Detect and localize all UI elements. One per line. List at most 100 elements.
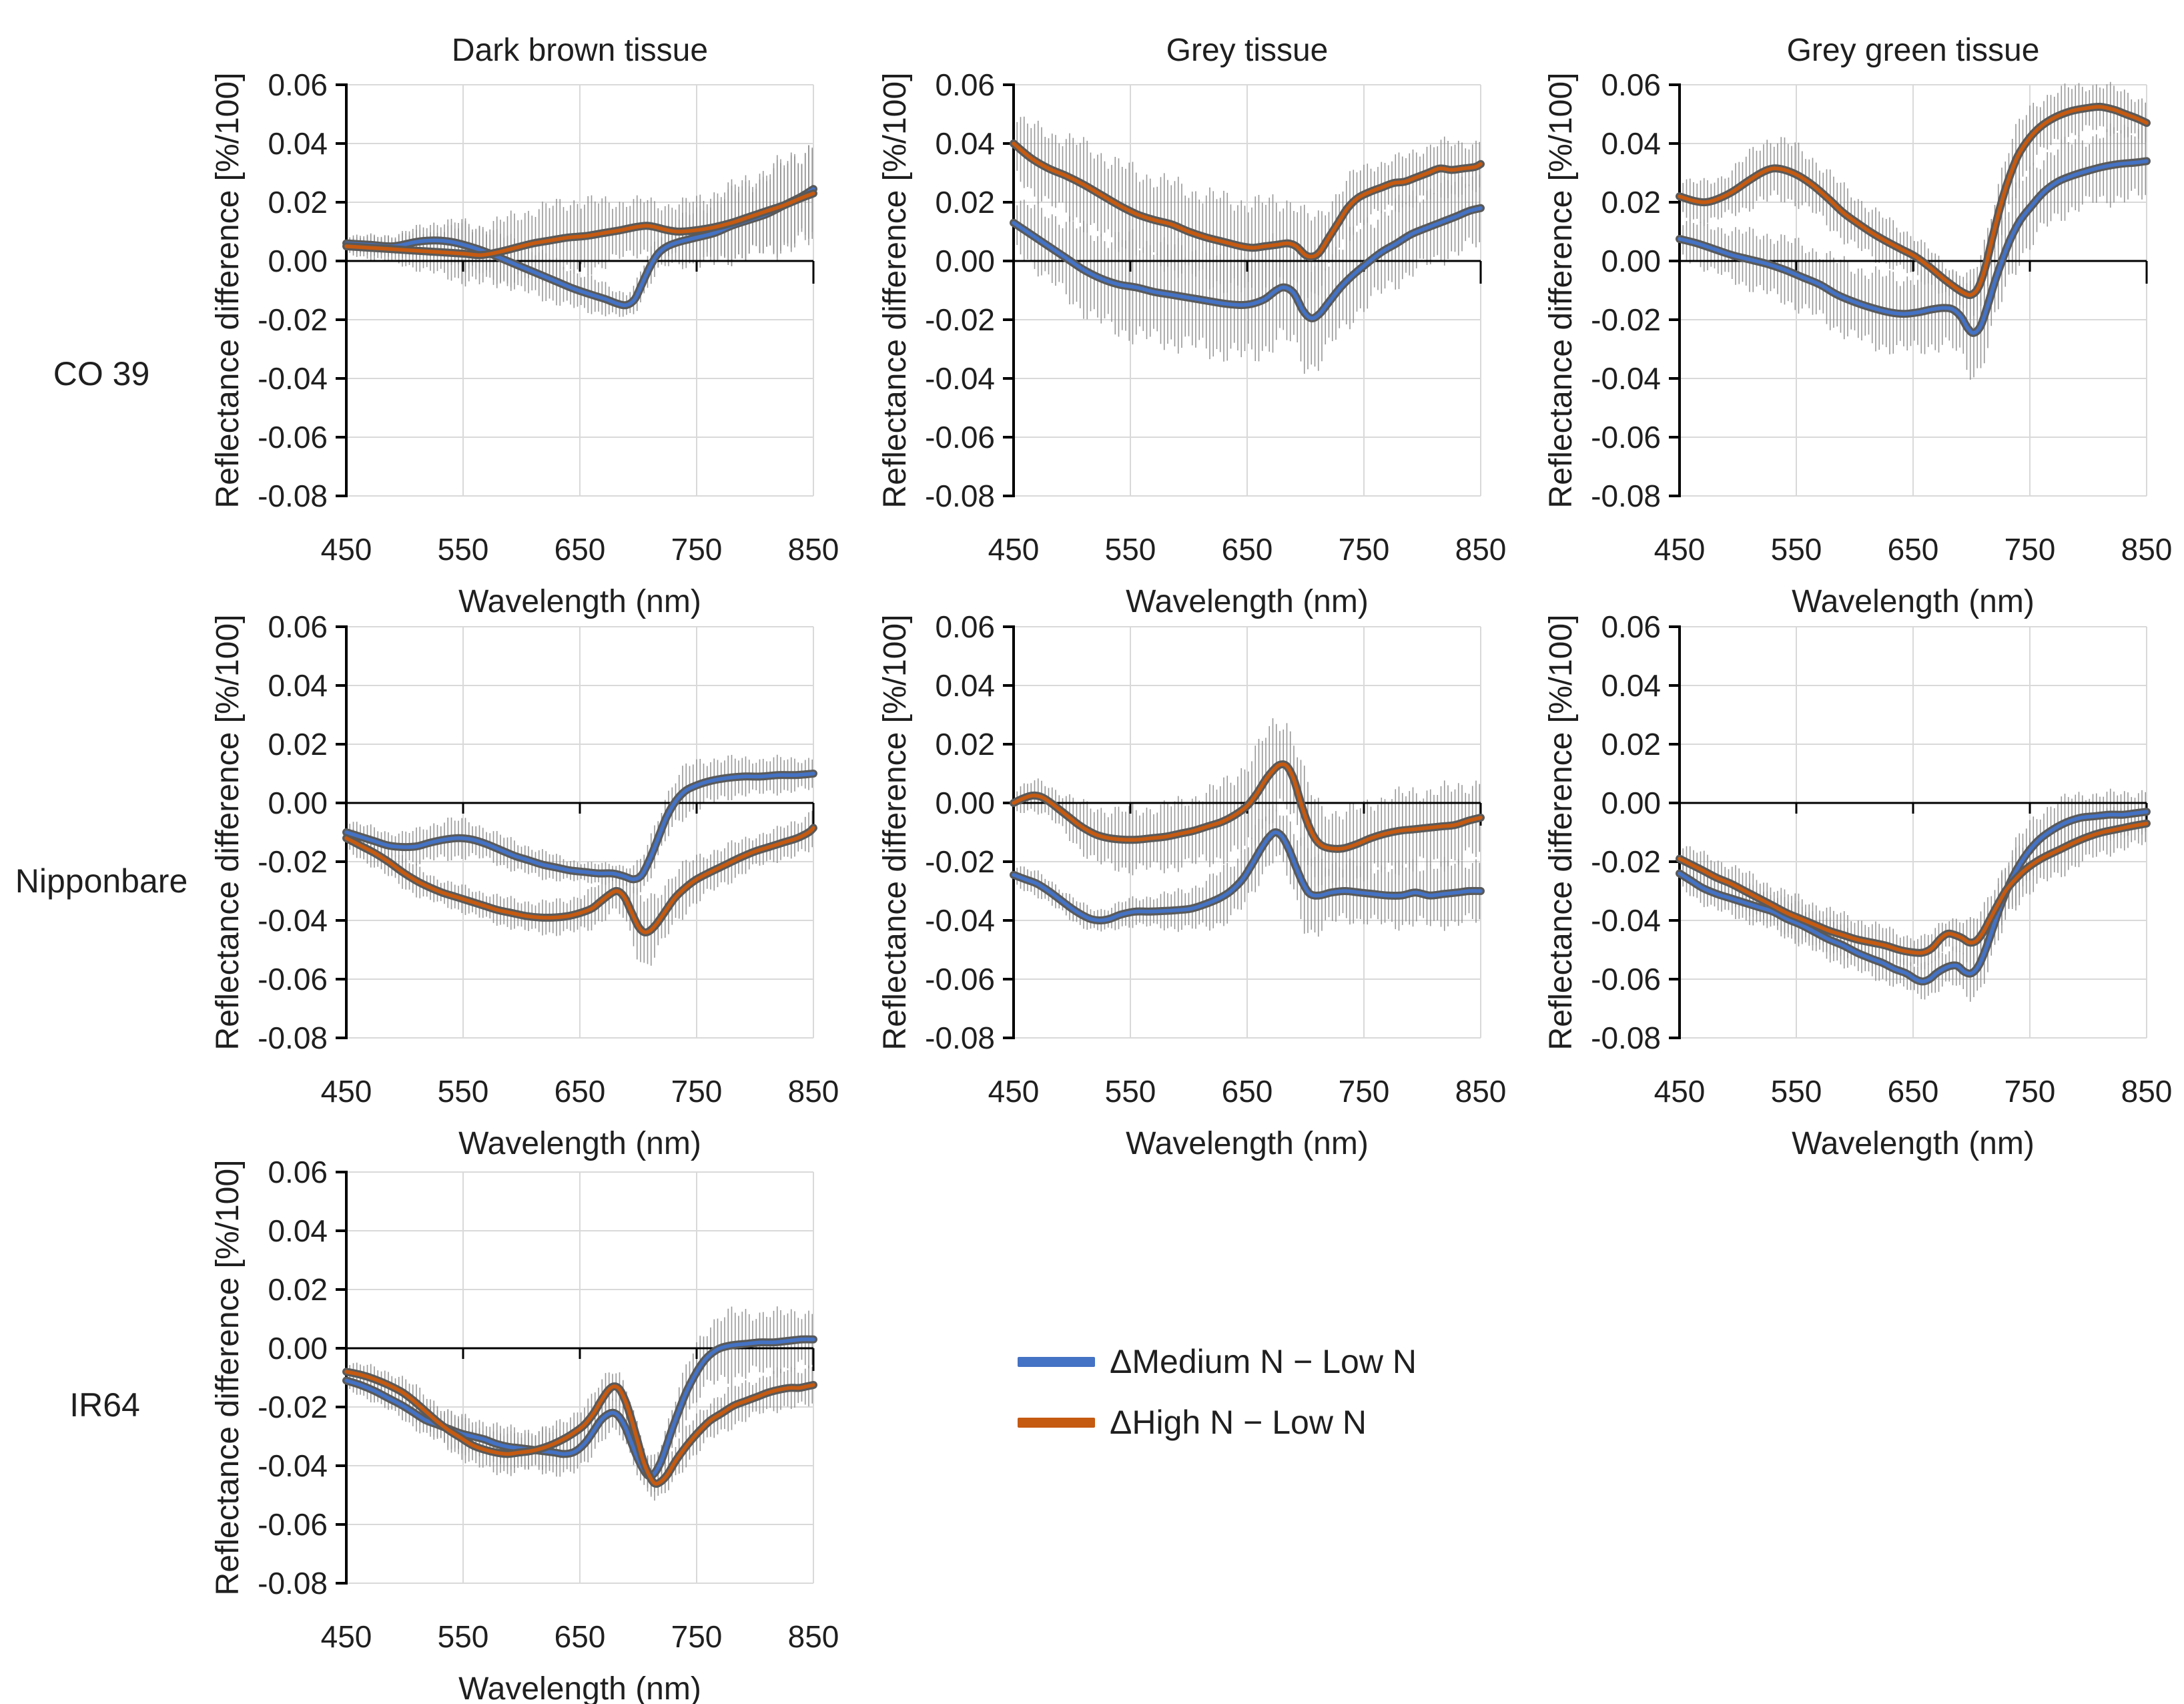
series-line-medium-n bbox=[344, 772, 815, 882]
y-tick-label: 0.02 bbox=[268, 185, 328, 220]
x-tick-label: 550 bbox=[1771, 1074, 1822, 1109]
y-tick-label: 0.04 bbox=[935, 126, 995, 161]
y-tick-label: -0.04 bbox=[1591, 361, 1661, 396]
y-axis-title: Reflectance difference [%/100] bbox=[877, 615, 913, 1051]
y-tick-label: 0.02 bbox=[1601, 727, 1661, 762]
y-tick-label: -0.08 bbox=[258, 1021, 328, 1055]
subplot-title: Grey tissue bbox=[1166, 33, 1329, 68]
y-tick-label: -0.06 bbox=[258, 1507, 328, 1542]
y-tick-label: 0.06 bbox=[1601, 609, 1661, 644]
x-tick-label: 750 bbox=[1339, 1074, 1390, 1109]
y-tick-label: 0.04 bbox=[268, 126, 328, 161]
x-tick-label: 650 bbox=[555, 532, 606, 567]
y-axis-title: Reflectance difference [%/100] bbox=[1543, 73, 1579, 509]
x-tick-label: 450 bbox=[988, 1074, 1040, 1109]
series-line-high-n bbox=[344, 1370, 815, 1486]
x-tick-label: 450 bbox=[321, 1619, 372, 1654]
y-tick-label: -0.02 bbox=[258, 1390, 328, 1424]
y-tick-label: 0.00 bbox=[935, 244, 995, 278]
x-tick-label: 550 bbox=[1105, 1074, 1156, 1109]
subplot-nipponbare-wavelength-nm-: 0.06 0.04 0.02 0.00 -0.02 -0.04 -0.06 -0.08 450 5… bbox=[1543, 609, 2172, 1161]
y-tick-label: -0.08 bbox=[925, 1021, 995, 1055]
y-tick-label: -0.06 bbox=[258, 962, 328, 997]
y-tick-label: -0.04 bbox=[258, 361, 328, 396]
x-tick-label: 650 bbox=[555, 1074, 606, 1109]
x-axis-title: Wavelength (nm) bbox=[1792, 1126, 2035, 1161]
x-axis-title: Wavelength (nm) bbox=[1126, 1126, 1369, 1161]
row-label-co39: CO 39 bbox=[53, 355, 150, 392]
series-line-high-n bbox=[1678, 105, 2149, 297]
y-tick-label: -0.06 bbox=[258, 420, 328, 455]
y-tick-label: 0.00 bbox=[1601, 786, 1661, 820]
y-tick-label: -0.02 bbox=[258, 302, 328, 337]
x-tick-label: 550 bbox=[1105, 532, 1156, 567]
y-axis-title: Reflectance difference [%/100] bbox=[210, 73, 246, 509]
subplot-co-39-dark-brown-tissue: 0.06 0.04 0.02 0.00 -0.02 -0.04 -0.06 -0.08 450 5… bbox=[210, 33, 839, 619]
y-tick-label: -0.06 bbox=[925, 962, 995, 997]
series-line-high-n bbox=[1012, 762, 1483, 851]
row-label-ir64: IR64 bbox=[69, 1386, 140, 1424]
row-label-nipponbare: Nipponbare bbox=[15, 862, 188, 900]
y-tick-label: -0.02 bbox=[258, 844, 328, 879]
y-tick-label: 0.06 bbox=[268, 609, 328, 644]
subplot-ir64-wavelength-nm-: 0.06 0.04 0.02 0.00 -0.02 -0.04 -0.06 -0.08 450 5… bbox=[210, 1155, 839, 1704]
x-tick-label: 450 bbox=[321, 532, 372, 567]
y-tick-label: 0.02 bbox=[1601, 185, 1661, 220]
x-tick-label: 550 bbox=[438, 532, 489, 567]
x-tick-label: 850 bbox=[788, 532, 839, 567]
x-tick-label: 650 bbox=[1888, 1074, 1939, 1109]
x-tick-label: 450 bbox=[1654, 532, 1706, 567]
y-tick-label: -0.04 bbox=[925, 903, 995, 938]
y-tick-label: 0.04 bbox=[1601, 126, 1661, 161]
x-axis-title: Wavelength (nm) bbox=[1792, 584, 2035, 619]
y-tick-label: -0.08 bbox=[1591, 479, 1661, 513]
y-tick-label: -0.06 bbox=[1591, 962, 1661, 997]
y-tick-label: 0.06 bbox=[935, 609, 995, 644]
x-tick-label: 850 bbox=[2121, 1074, 2173, 1109]
x-tick-label: 550 bbox=[1771, 532, 1822, 567]
x-tick-label: 850 bbox=[2121, 532, 2173, 567]
y-tick-label: 0.00 bbox=[268, 244, 328, 278]
y-tick-label: -0.06 bbox=[925, 420, 995, 455]
y-tick-label: -0.08 bbox=[258, 1566, 328, 1601]
y-tick-label: 0.02 bbox=[268, 727, 328, 762]
subplot-co-39-grey-green-tissue: 0.06 0.04 0.02 0.00 -0.02 -0.04 -0.06 -0.08 450 5… bbox=[1543, 33, 2172, 619]
x-tick-label: 750 bbox=[671, 532, 723, 567]
y-tick-label: 0.00 bbox=[268, 1331, 328, 1366]
x-tick-label: 650 bbox=[555, 1619, 606, 1654]
y-tick-label: 0.02 bbox=[935, 727, 995, 762]
x-tick-label: 850 bbox=[788, 1619, 839, 1654]
x-tick-label: 550 bbox=[438, 1074, 489, 1109]
x-tick-label: 450 bbox=[1654, 1074, 1706, 1109]
y-tick-label: 0.04 bbox=[268, 668, 328, 703]
x-tick-label: 750 bbox=[671, 1074, 723, 1109]
y-tick-label: -0.02 bbox=[925, 302, 995, 337]
x-tick-label: 750 bbox=[2005, 1074, 2056, 1109]
subplot-co-39-grey-tissue: 0.06 0.04 0.02 0.00 -0.02 -0.04 -0.06 -0.08 450 5… bbox=[877, 33, 1506, 619]
x-axis-title: Wavelength (nm) bbox=[458, 1126, 701, 1161]
error-bars-high-n bbox=[1013, 116, 1481, 304]
y-tick-label: 0.02 bbox=[268, 1272, 328, 1307]
y-tick-label: 0.00 bbox=[935, 786, 995, 820]
x-tick-label: 450 bbox=[988, 532, 1040, 567]
x-tick-label: 850 bbox=[1455, 532, 1507, 567]
y-axis-title: Reflectance difference [%/100] bbox=[877, 73, 913, 509]
y-tick-label: -0.08 bbox=[258, 479, 328, 513]
y-tick-label: -0.02 bbox=[1591, 302, 1661, 337]
y-tick-label: 0.06 bbox=[268, 67, 328, 102]
series-line-medium-n bbox=[1012, 206, 1483, 320]
series-line-medium-n bbox=[1012, 830, 1483, 922]
x-axis-title: Wavelength (nm) bbox=[1126, 584, 1369, 619]
x-tick-label: 550 bbox=[438, 1619, 489, 1654]
series-line-medium-n bbox=[1678, 159, 2149, 335]
subplot-nipponbare-wavelength-nm-: 0.06 0.04 0.02 0.00 -0.02 -0.04 -0.06 -0.08 450 5… bbox=[877, 609, 1506, 1161]
x-tick-label: 750 bbox=[671, 1619, 723, 1654]
y-axis-title: Reflectance difference [%/100] bbox=[210, 615, 246, 1051]
x-tick-label: 750 bbox=[1339, 532, 1390, 567]
x-tick-label: 650 bbox=[1222, 1074, 1273, 1109]
y-tick-label: -0.04 bbox=[1591, 903, 1661, 938]
subplot-title: Dark brown tissue bbox=[452, 33, 708, 68]
y-tick-label: 0.00 bbox=[1601, 244, 1661, 278]
